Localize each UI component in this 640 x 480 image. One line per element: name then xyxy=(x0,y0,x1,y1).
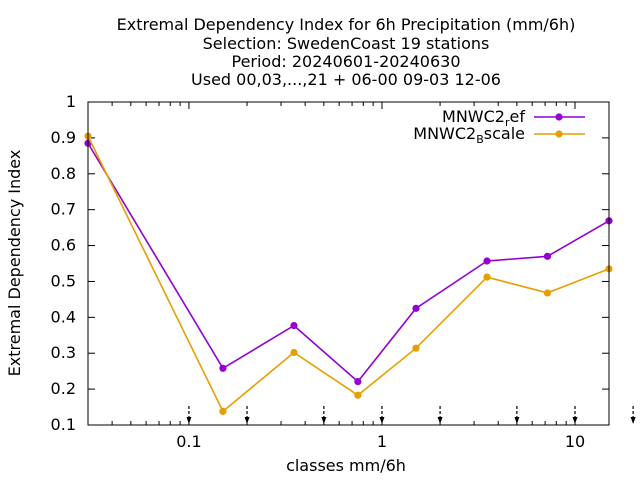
y-tick-label: 0.3 xyxy=(51,343,76,362)
class-marker-arrow xyxy=(379,406,385,424)
y-tick-label: 0.4 xyxy=(51,307,76,326)
series-line xyxy=(87,135,610,413)
data-point xyxy=(412,304,420,312)
x-tick-label: 1 xyxy=(377,432,387,451)
data-point xyxy=(483,257,491,265)
legend-label: MNWC2Bscale xyxy=(413,124,525,146)
class-marker-arrow xyxy=(630,406,636,424)
class-marker-arrow xyxy=(321,406,327,424)
y-tick-label: 0.1 xyxy=(51,415,76,434)
chart-title: Extremal Dependency Index for 6h Precipi… xyxy=(117,15,576,89)
data-point xyxy=(543,252,552,260)
y-tick-label: 0.2 xyxy=(51,379,76,398)
data-point xyxy=(543,289,552,297)
legend-marker xyxy=(555,113,563,121)
data-point xyxy=(412,344,420,352)
data-point xyxy=(354,391,362,399)
class-markers xyxy=(186,406,636,424)
y-tick-label: 0.7 xyxy=(51,200,76,219)
y-tick-label: 0.5 xyxy=(51,271,76,290)
x-tick-label: 10 xyxy=(565,432,585,451)
title-line-1: Extremal Dependency Index for 6h Precipi… xyxy=(117,15,576,34)
data-point xyxy=(290,348,298,357)
class-marker-arrow xyxy=(186,406,192,424)
title-line-3: Period: 20240601-20240630 xyxy=(231,52,460,71)
legend-marker xyxy=(555,130,563,138)
y-tick-label: 0.9 xyxy=(51,128,76,147)
class-marker-arrow xyxy=(572,406,578,424)
data-series xyxy=(84,132,613,415)
class-marker-arrow xyxy=(514,406,520,424)
series-line xyxy=(87,142,610,383)
data-point xyxy=(483,273,491,281)
data-point xyxy=(219,407,227,415)
data-point xyxy=(290,321,298,330)
data-point xyxy=(354,377,362,386)
axis-ticks: 0.1 0.2 0.3 0.4 0.5 0.6 0.7 0.8 0.9 1 0.1 1 10 xyxy=(51,92,609,451)
plot-frame xyxy=(87,101,610,426)
y-tick-label: 0.8 xyxy=(51,164,76,183)
y-axis-label: Extremal Dependency Index xyxy=(5,150,24,377)
data-point xyxy=(219,364,227,372)
class-marker-arrow xyxy=(244,406,250,424)
x-axis-label: classes mm/6h xyxy=(286,456,406,475)
legend-label: MNWC2ref xyxy=(442,107,525,129)
title-line-2: Selection: SwedenCoast 19 stations xyxy=(203,34,490,53)
class-marker-arrow xyxy=(437,406,443,424)
title-line-4: Used 00,03,...,21 + 06-00 09-03 12-06 xyxy=(191,70,501,89)
x-tick-label: 0.1 xyxy=(176,432,201,451)
y-tick-label: 0.6 xyxy=(51,236,76,255)
y-tick-label: 1 xyxy=(66,92,76,111)
